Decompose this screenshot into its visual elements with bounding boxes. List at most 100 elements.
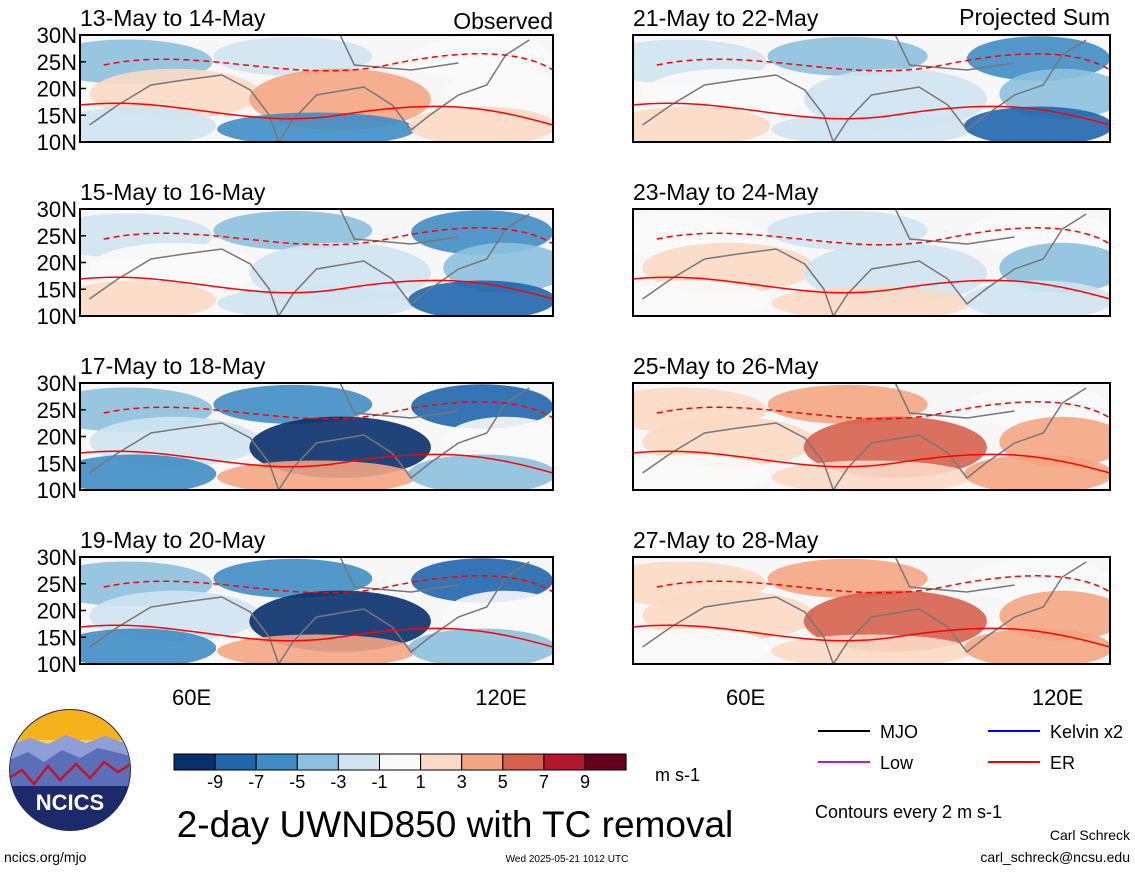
panel-frame [632, 208, 1111, 317]
lon-tick-label: 120E [1032, 685, 1083, 710]
colorbar-tick-label: 9 [580, 772, 590, 792]
coastline [221, 422, 280, 490]
er-contour [103, 575, 553, 594]
er-contour [633, 276, 1110, 300]
colorbar-tick-label: 3 [457, 772, 467, 792]
map-panel: 25-May to 26-May [632, 353, 1111, 491]
coastline [832, 434, 949, 490]
coastline [278, 434, 393, 490]
er-contour [656, 227, 1110, 246]
lat-tick-label: 10N [37, 478, 77, 503]
er-contour [656, 53, 1110, 72]
coastline [775, 248, 835, 316]
coastline [339, 209, 459, 245]
colorbar-swatch [173, 753, 216, 771]
colorbar-tick-label: -5 [289, 772, 305, 792]
anomaly-shading [217, 634, 416, 664]
er-contour [103, 53, 553, 72]
colorbar-tick-label: -9 [207, 772, 223, 792]
coastline [278, 86, 393, 142]
colorbar-swatch [296, 753, 339, 771]
observed-label: Observed [453, 8, 553, 34]
panel-title: 23-May to 24-May [633, 179, 819, 205]
legend: MJO Kelvin x2 Low ER [818, 722, 1123, 773]
lat-tick-label: 10N [37, 652, 77, 677]
legend-label: ER [1050, 753, 1075, 773]
map-panel: 27-May to 28-May [632, 527, 1111, 665]
anomaly-shading [999, 416, 1110, 467]
lat-tick-label: 25N [37, 572, 77, 597]
map-panel: 15-May to 16-May [79, 179, 554, 317]
chart-title: 2-day UWND850 with TC removal [177, 804, 734, 845]
colorbar-tick-label: -7 [248, 772, 264, 792]
anomaly-shading [443, 68, 553, 119]
er-contour [80, 450, 553, 474]
lat-tick-label: 20N [37, 77, 77, 102]
colorbar-swatch [584, 753, 627, 771]
coastline [894, 383, 1015, 419]
lat-tick-label: 30N [37, 23, 77, 48]
author-email: carl_schreck@ncsu.edu [980, 849, 1130, 865]
coastline [89, 74, 222, 126]
colorbar-swatch [379, 753, 422, 771]
lat-tick-label: 10N [37, 130, 77, 155]
er-contour [103, 401, 553, 420]
er-contour [633, 450, 1110, 474]
lat-tick-label: 10N [37, 304, 77, 329]
panel-frame [632, 34, 1111, 143]
anomaly-shading [89, 590, 260, 641]
er-contour [80, 276, 553, 300]
coastline [278, 608, 393, 664]
anomaly-shading [964, 628, 1110, 664]
coastline [89, 248, 222, 300]
lon-tick-label: 60E [726, 685, 765, 710]
anomaly-shading [771, 634, 972, 664]
coastline [642, 74, 777, 126]
coastline [221, 596, 280, 664]
legend-label: MJO [880, 722, 918, 742]
anomaly-shading [964, 454, 1110, 490]
coastline [89, 422, 222, 474]
coastline [642, 422, 777, 474]
panel-title: 25-May to 26-May [633, 353, 819, 379]
coastline [947, 387, 1087, 480]
map-panel: 23-May to 24-May [632, 179, 1111, 317]
projected-sum-label: Projected Sum [959, 4, 1110, 30]
anomaly-shading [642, 242, 815, 293]
lat-tick-label: 20N [37, 599, 77, 624]
lat-tick-label: 25N [37, 398, 77, 423]
anomaly-shading [633, 454, 771, 490]
anomaly-shading [642, 68, 815, 119]
anomaly-shading [80, 628, 217, 664]
colorbar-swatch [461, 753, 504, 771]
anomaly-shading [80, 280, 217, 316]
er-contour [80, 102, 553, 126]
anomaly-shading [771, 112, 972, 142]
coastline [775, 596, 835, 664]
anomaly-shading [633, 106, 771, 142]
coastline [832, 86, 949, 142]
lat-tick-label: 15N [37, 277, 77, 302]
anomaly-shading [80, 106, 217, 142]
lat-tick-label: 15N [37, 103, 77, 128]
anomaly-shading [443, 242, 553, 293]
anomaly-shading [642, 590, 815, 641]
coastline [221, 74, 280, 142]
legend-label: Low [880, 753, 914, 773]
coastline [775, 422, 835, 490]
anomaly-shading [999, 68, 1110, 119]
panel-frame [632, 382, 1111, 491]
colorbar-tick-label: 1 [416, 772, 426, 792]
anomaly-shading [999, 242, 1110, 293]
coastline [642, 596, 777, 648]
coastline [947, 561, 1087, 654]
coastline [339, 383, 459, 419]
colorbar-tick-label: -3 [330, 772, 346, 792]
panel-title: 19-May to 20-May [80, 527, 266, 553]
coastline [642, 248, 777, 300]
panel-title: 21-May to 22-May [633, 5, 819, 31]
lat-tick-label: 30N [37, 197, 77, 222]
anomaly-shading [633, 628, 771, 664]
coastline [339, 35, 459, 71]
lat-tick-label: 20N [37, 425, 77, 450]
